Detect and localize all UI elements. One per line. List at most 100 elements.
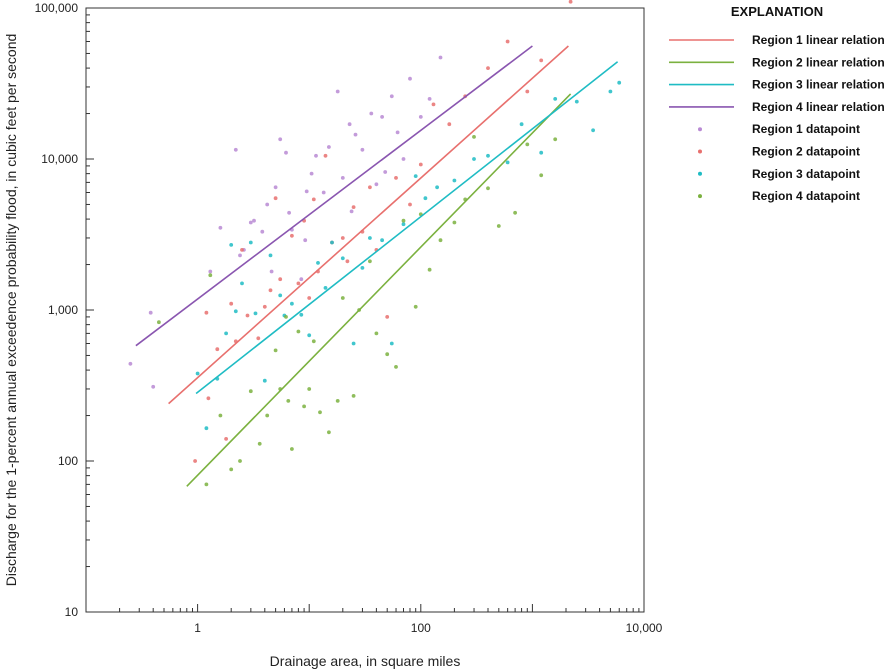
legend-swatch-region-2-datapoint bbox=[698, 149, 702, 154]
legend-label-region-2-datapoint: Region 2 datapoint bbox=[752, 145, 860, 159]
region-4-datapoint-marker bbox=[157, 320, 161, 325]
region-4-datapoint-marker bbox=[204, 482, 209, 487]
region-2-datapoint-marker bbox=[229, 301, 234, 306]
region-1-datapoint-marker bbox=[340, 176, 345, 180]
legend-label-region-2-linear-relation: Region 2 linear relation bbox=[752, 55, 885, 69]
region-1-datapoint-marker bbox=[349, 209, 354, 214]
region-2-datapoint-marker bbox=[296, 281, 301, 286]
region-4-datapoint-marker bbox=[427, 267, 432, 272]
region-3-datapoint-marker bbox=[253, 311, 258, 316]
region-3-datapoint-marker bbox=[224, 331, 229, 336]
region-4-datapoint-marker bbox=[335, 399, 340, 403]
region-4-linear-relation bbox=[135, 45, 533, 347]
region-4-datapoint-marker bbox=[311, 339, 316, 344]
datapoints-layer bbox=[128, 0, 622, 487]
region-1-datapoint-marker bbox=[360, 147, 365, 152]
y-axis-ticks: 10 100 1,000 10,000 100,000 bbox=[35, 1, 94, 619]
region-1-datapoint-marker bbox=[314, 153, 318, 158]
region-2-datapoint-marker bbox=[351, 205, 356, 210]
region-3-datapoint-marker bbox=[195, 371, 200, 376]
region-1-datapoint-marker bbox=[151, 384, 156, 389]
region-3-datapoint-marker bbox=[248, 240, 253, 245]
region-3-datapoint-marker bbox=[240, 281, 244, 286]
region-4-datapoint-marker bbox=[302, 404, 306, 409]
region-4-datapoint-marker bbox=[327, 430, 331, 435]
region-1-datapoint-marker bbox=[401, 157, 406, 161]
region-1-datapoint-marker bbox=[248, 220, 253, 225]
region-3-datapoint-marker bbox=[472, 157, 476, 161]
legend: EXPLANATION Region 1 linear relation Regi… bbox=[669, 4, 885, 203]
region-3-datapoint-marker bbox=[505, 160, 510, 165]
region-2-datapoint-marker bbox=[486, 66, 490, 70]
region-2-datapoint-marker bbox=[245, 313, 250, 318]
region-2-datapoint-marker bbox=[323, 153, 328, 158]
region-2-datapoint-marker bbox=[311, 197, 316, 202]
y-tick-label: 1,000 bbox=[48, 303, 78, 317]
region-3-datapoint-marker bbox=[330, 240, 334, 245]
region-3-linear-relation bbox=[195, 61, 619, 395]
region-1-datapoint-marker bbox=[208, 269, 213, 274]
region-4-datapoint-marker bbox=[307, 387, 312, 391]
region-2-datapoint-marker bbox=[204, 310, 209, 315]
x-tick-label: 100 bbox=[411, 621, 431, 635]
region-2-datapoint-marker bbox=[268, 288, 273, 293]
region-2-datapoint-marker bbox=[273, 196, 278, 201]
region-4-datapoint-marker bbox=[394, 365, 398, 369]
legend-label-region-4-linear-relation: Region 4 linear relation bbox=[752, 100, 885, 114]
region-3-datapoint-marker bbox=[299, 312, 304, 317]
legend-swatch-region-4-datapoint bbox=[698, 194, 702, 199]
region-3-datapoint-marker bbox=[368, 236, 372, 240]
region-1-datapoint-marker bbox=[427, 97, 432, 101]
region-1-datapoint-marker bbox=[273, 185, 278, 190]
region-4-datapoint-marker bbox=[290, 447, 294, 451]
legend-swatch-region-1-datapoint bbox=[698, 127, 702, 132]
region-2-datapoint-marker bbox=[262, 304, 267, 309]
region-3-datapoint-marker bbox=[539, 150, 544, 155]
x-axis-title: Drainage area, in square miles bbox=[270, 653, 461, 669]
region-1-datapoint-marker bbox=[284, 150, 288, 155]
region-3-datapoint-marker bbox=[268, 253, 273, 258]
region-2-datapoint-marker bbox=[505, 39, 510, 44]
y-axis-title: Discharge for the 1-percent annual excee… bbox=[3, 34, 19, 587]
region-1-datapoint-marker bbox=[304, 189, 309, 194]
region-3-datapoint-marker bbox=[591, 128, 595, 133]
region-2-datapoint-marker bbox=[408, 202, 412, 207]
region-1-datapoint-marker bbox=[309, 171, 314, 176]
legend-swatch-region-3-datapoint bbox=[698, 171, 702, 176]
region-1-datapoint-marker bbox=[353, 132, 358, 137]
region-2-datapoint-marker bbox=[345, 259, 350, 264]
region-2-datapoint-marker bbox=[394, 176, 398, 180]
region-2-datapoint-marker bbox=[447, 122, 452, 127]
region-1-datapoint-marker bbox=[238, 253, 242, 258]
legend-label-region-1-datapoint: Region 1 datapoint bbox=[752, 122, 860, 136]
region-1-datapoint-marker bbox=[269, 269, 274, 274]
region-2-datapoint-marker bbox=[206, 396, 211, 401]
region-3-datapoint-marker bbox=[262, 378, 267, 383]
region-4-datapoint-marker bbox=[238, 459, 242, 463]
legend-label-region-1-linear-relation: Region 1 linear relation bbox=[752, 33, 885, 47]
region-2-datapoint-marker bbox=[525, 89, 530, 94]
region-3-datapoint-marker bbox=[233, 309, 238, 314]
region-4-datapoint-marker bbox=[385, 352, 390, 357]
region-1-datapoint-marker bbox=[369, 111, 374, 116]
region-4-datapoint-marker bbox=[472, 135, 476, 139]
region-2-datapoint-marker bbox=[240, 248, 244, 252]
region-1-datapoint-marker bbox=[128, 361, 133, 366]
region-1-datapoint-marker bbox=[418, 115, 423, 119]
region-3-datapoint-marker bbox=[452, 178, 457, 183]
relation-lines-layer bbox=[135, 45, 619, 487]
region-2-datapoint-marker bbox=[215, 347, 220, 352]
region-2-datapoint-marker bbox=[193, 459, 198, 463]
region-3-datapoint-marker bbox=[204, 426, 209, 431]
legend-label-region-4-datapoint: Region 4 datapoint bbox=[752, 189, 860, 203]
region-4-datapoint-marker bbox=[374, 331, 379, 336]
region-1-datapoint-marker bbox=[347, 122, 352, 127]
region-3-datapoint-marker bbox=[278, 293, 283, 298]
region-4-datapoint-marker bbox=[286, 399, 291, 403]
region-4-datapoint-marker bbox=[257, 441, 262, 446]
region-3-datapoint-marker bbox=[360, 266, 365, 270]
region-2-datapoint-marker bbox=[431, 102, 436, 107]
region-1-datapoint-marker bbox=[252, 218, 256, 223]
region-1-datapoint-marker bbox=[395, 130, 400, 135]
